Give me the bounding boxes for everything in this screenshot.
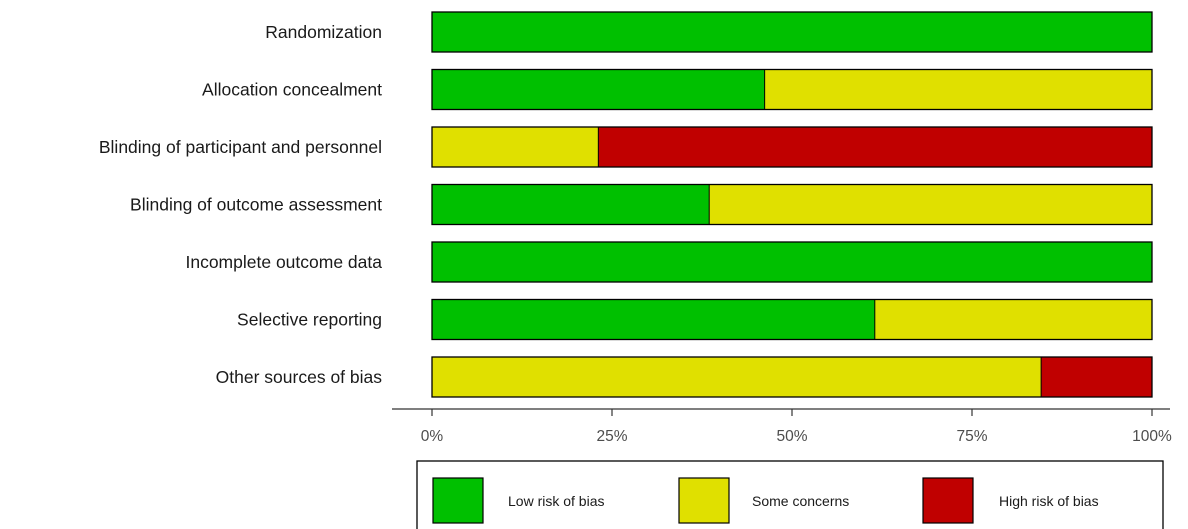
x-tick-label: 75% — [956, 428, 987, 445]
legend-label: Some concerns — [752, 493, 849, 509]
category-label: Other sources of bias — [216, 367, 383, 387]
legend-key — [432, 477, 484, 524]
bar-outline — [431, 356, 1153, 398]
category-label: Selective reporting — [237, 310, 382, 330]
legend-label: High risk of bias — [999, 493, 1099, 509]
category-label: Allocation concealment — [202, 80, 382, 100]
x-tick-label: 100% — [1132, 428, 1172, 445]
category-label: Incomplete outcome data — [185, 252, 382, 272]
bar-outline — [431, 298, 1153, 341]
bar-outline — [431, 68, 1153, 111]
bar-outline — [431, 241, 1153, 283]
bars — [431, 11, 1153, 398]
x-axis: 0% 25% 50% 75% 100% — [392, 408, 1172, 445]
bar-segment — [432, 299, 875, 340]
bar-outline — [431, 126, 1153, 168]
bar-segment — [432, 184, 710, 225]
bar-segment — [764, 69, 1152, 110]
x-tick-label: 50% — [776, 428, 807, 445]
bar-segment — [1041, 357, 1152, 397]
category-label: Randomization — [265, 22, 382, 42]
bar-outline — [431, 11, 1153, 53]
x-tick-label: 25% — [596, 428, 627, 445]
legend-box — [416, 460, 1164, 529]
bar-segment — [432, 242, 1152, 282]
bar-segment — [432, 127, 599, 167]
bar-outline — [431, 183, 1153, 226]
category-label: Blinding of outcome assessment — [130, 195, 382, 215]
bar-segment — [598, 127, 1152, 167]
legend: Low risk of bias Some concerns High risk o… — [416, 460, 1164, 529]
legend-key — [922, 477, 974, 524]
bar-segment — [709, 184, 1152, 225]
x-tick-label: 0% — [421, 428, 444, 445]
bar-segment — [874, 299, 1152, 340]
legend-label: Low risk of bias — [508, 493, 604, 509]
bar-segment — [432, 357, 1042, 397]
category-labels: Randomization Allocation concealment Blind… — [99, 22, 382, 387]
legend-key — [678, 477, 730, 524]
bar-segment — [432, 69, 765, 110]
bar-segment — [432, 12, 1152, 52]
category-label: Blinding of participant and personnel — [99, 137, 382, 157]
